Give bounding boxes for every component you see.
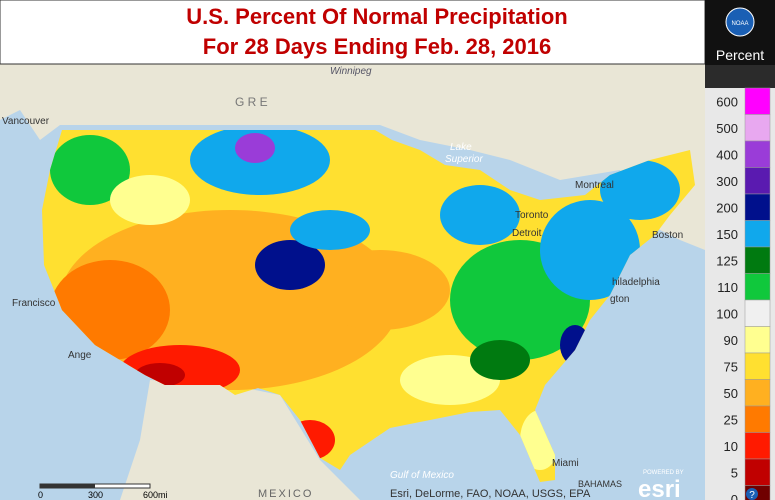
map-labels: Vancouver Winnipeg G R E Lake Superior M… [2,66,683,500]
legend-label: 5 [731,465,738,480]
scale-bar: 0 300 600mi [38,483,168,500]
legend-swatch [744,114,771,142]
legend-label: 200 [716,200,738,215]
legend-label: 25 [724,412,738,427]
legend-label: 300 [716,174,738,189]
legend-swatch [744,87,771,115]
place-label: hiladelphia [612,277,660,288]
water-label: Lake [450,142,472,153]
legend-swatch [744,167,771,195]
legend-label: 150 [716,227,738,242]
legend-label: 100 [716,306,738,321]
legend-swatch [744,246,771,274]
place-label: Ange [68,350,92,361]
attribution: Esri, DeLorme, FAO, NOAA, USGS, EPA [390,488,591,500]
legend-label: 600 [716,94,738,109]
legend-swatch [744,273,771,301]
legend-swatch [744,405,771,433]
legend-swatch [744,326,771,354]
legend-label: 0 [731,492,738,500]
powered-by: POWERED BY [643,470,684,476]
place-label: Francisco [12,298,56,309]
place-label: G R E [235,95,268,109]
subtitle: For 28 Days Ending Feb. 28, 2016 [203,34,551,59]
place-label: Detroit [512,228,542,239]
legend-swatch [744,140,771,168]
legend-label: 125 [716,253,738,268]
legend-label: 75 [724,359,738,374]
esri-logo: esri [638,476,681,500]
place-label: Montreal [575,180,614,191]
legend-swatch [744,379,771,407]
noaa-logo-text: NOAA [731,21,748,27]
place-label: Boston [652,230,683,241]
scale-label: 300 [88,490,103,500]
legend-swatch [744,193,771,221]
place-label: BAHAMAS [578,479,622,489]
legend-label: 500 [716,121,738,136]
scale-label: 600mi [143,490,168,500]
legend-label: 400 [716,147,738,162]
place-label: Toronto [515,210,549,221]
scale-label: 0 [38,490,43,500]
legend-swatch [744,432,771,460]
place-label: Vancouver [2,116,50,127]
legend-swatch [744,220,771,248]
water-label: Gulf of Mexico [390,470,454,481]
title: U.S. Percent Of Normal Precipitation [186,4,567,29]
title-box [0,0,706,65]
place-label: Miami [552,458,579,469]
mexico [120,380,360,500]
legend-label: 50 [724,386,738,401]
place-label: MEXICO [258,488,313,500]
noaa-logo [725,7,755,37]
legend-label: 10 [724,439,738,454]
place-label: gton [610,294,629,305]
legend-swatch [744,352,771,380]
legend-title: Percent [716,47,764,63]
help-text[interactable]: ? [749,490,755,500]
place-label: Winnipeg [330,66,372,77]
help-button[interactable] [746,488,758,500]
legend-label: 90 [724,333,738,348]
legend-swatch [744,299,771,327]
legend-label: 110 [717,280,738,295]
legend-swatch [744,458,771,486]
water-label: Superior [445,154,483,165]
